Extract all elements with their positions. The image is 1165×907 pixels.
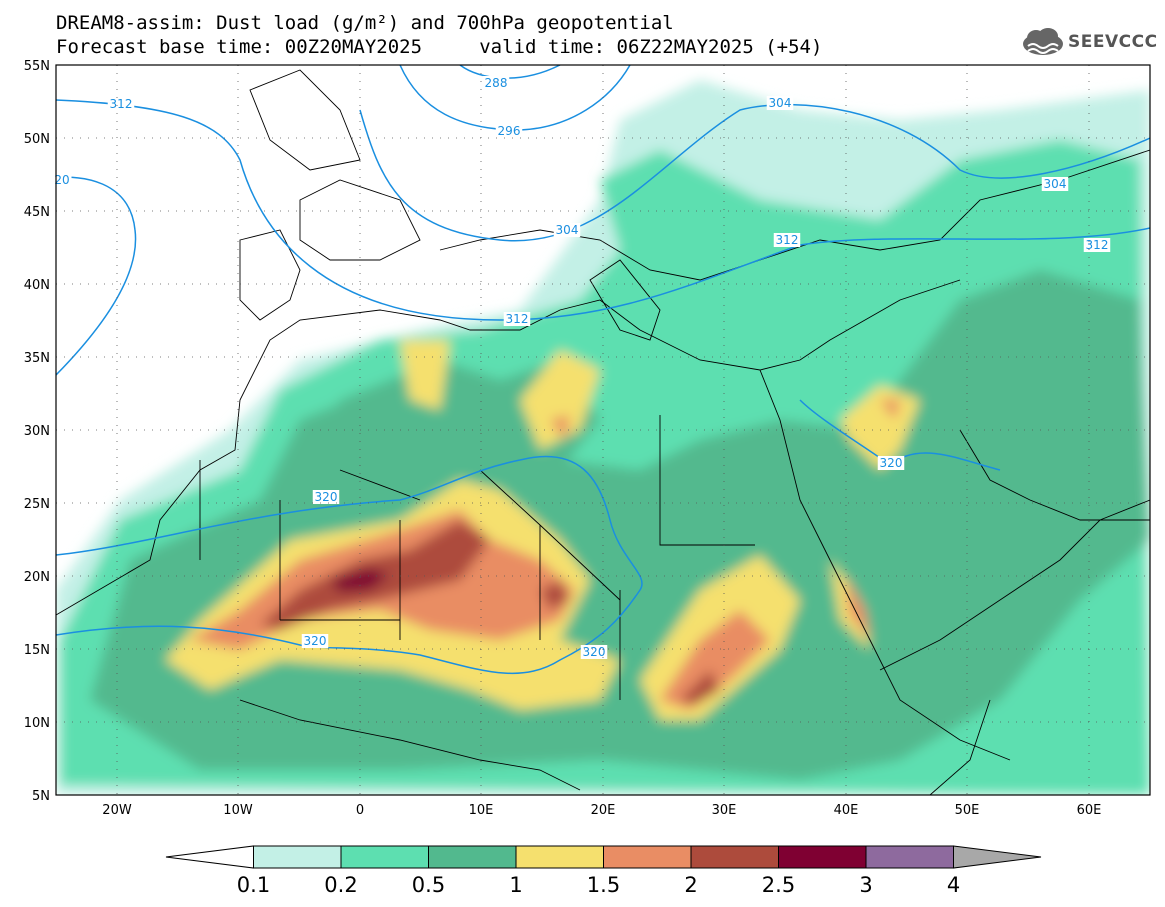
contour-label: 320 (312, 490, 340, 504)
lat-label: 5N (32, 789, 50, 804)
svg-text:304: 304 (769, 96, 792, 110)
lat-label: 55N (24, 59, 50, 74)
lon-label: 10E (469, 803, 494, 818)
contour-label: 296 (495, 124, 523, 138)
colorbar-swatch (865, 845, 954, 869)
lon-label: 20E (591, 803, 616, 818)
longitude-labels: 20W 10W 0 10E 20E 30E 40E 50E 60E (102, 803, 1101, 818)
lat-label: 15N (24, 643, 50, 658)
contour-label: 304 (553, 223, 581, 237)
lat-label: 50N (24, 132, 50, 147)
contour-label: 304 (766, 96, 794, 110)
lat-label: 10N (24, 716, 50, 731)
colorbar-swatch (253, 845, 342, 869)
seevccc-logo: SEEVCCC (1018, 26, 1157, 60)
svg-text:304: 304 (1044, 177, 1067, 191)
colorbar-swatch (340, 845, 429, 869)
colorbar-arrow-high (953, 845, 1042, 869)
contour-label: 312 (1083, 238, 1111, 252)
svg-text:312: 312 (506, 312, 529, 326)
svg-text:320: 320 (315, 490, 338, 504)
lon-label: 60E (1077, 803, 1102, 818)
svg-text:320: 320 (583, 645, 606, 659)
colorbar-swatch (428, 845, 517, 869)
contour-label: 320 (301, 634, 329, 648)
lat-label: 25N (24, 497, 50, 512)
lat-label: 30N (24, 424, 50, 439)
colorbar-label: 2 (684, 873, 697, 897)
contour-label: 312 (503, 312, 531, 326)
colorbar-label: 1.5 (587, 873, 620, 897)
colorbar-swatch (778, 845, 867, 869)
forecast-time-subtitle: Forecast base time: 00Z20MAY2025 valid t… (56, 36, 823, 58)
lon-label: 10W (223, 803, 253, 818)
lat-label: 35N (24, 351, 50, 366)
svg-text:312: 312 (1086, 238, 1109, 252)
colorbar-arrow-low (165, 845, 254, 869)
contour-label: 312 (773, 233, 801, 247)
colorbar-swatch (603, 845, 692, 869)
colorbar-swatch (690, 845, 779, 869)
colorbar-label: 1 (509, 873, 522, 897)
cloud-icon (1023, 28, 1063, 55)
contour-label: 304 (1041, 177, 1069, 191)
svg-text:320: 320 (304, 634, 327, 648)
colorbar: 0.1 0.2 0.5 1 1.5 2 2.5 3 4 (165, 845, 1042, 897)
dust-load-field (56, 65, 1150, 795)
lon-label: 50E (955, 803, 980, 818)
colorbar-label: 0.2 (324, 873, 357, 897)
svg-text:20: 20 (54, 173, 69, 187)
lon-label: 40E (834, 803, 859, 818)
lat-label: 40N (24, 278, 50, 293)
latitude-labels: 55N 50N 45N 40N 35N 30N 25N 20N 15N 10N … (24, 59, 50, 804)
svg-text:312: 312 (776, 233, 799, 247)
svg-text:296: 296 (498, 124, 521, 138)
contour-label: 312 (107, 97, 135, 111)
colorbar-label: 3 (859, 873, 872, 897)
colorbar-label: 2.5 (762, 873, 795, 897)
contour-labels: 288 296 304 304 304 312 312 312 312 20 320 320 320 32… (52, 76, 1111, 659)
contour-label: 20 (52, 173, 72, 187)
svg-text:320: 320 (880, 456, 903, 470)
colorbar-label: 4 (947, 873, 960, 897)
graticule (56, 65, 1150, 795)
lat-label: 45N (24, 205, 50, 220)
lon-label: 0 (356, 803, 364, 818)
contour-label: 288 (482, 76, 510, 90)
svg-text:304: 304 (556, 223, 579, 237)
lat-label: 20N (24, 570, 50, 585)
colorbar-label: 0.1 (237, 873, 270, 897)
contour-label: 320 (877, 456, 905, 470)
svg-text:312: 312 (110, 97, 133, 111)
colorbar-label: 0.5 (412, 873, 445, 897)
colorbar-swatch (515, 845, 604, 869)
svg-text:288: 288 (485, 76, 508, 90)
lon-label: 30E (712, 803, 737, 818)
map-title: DREAM8-assim: Dust load (g/m²) and 700hP… (56, 12, 674, 34)
contour-label: 320 (580, 645, 608, 659)
map-frame (55, 64, 1151, 796)
logo-text: SEEVCCC (1068, 32, 1158, 52)
lon-label: 20W (102, 803, 132, 818)
